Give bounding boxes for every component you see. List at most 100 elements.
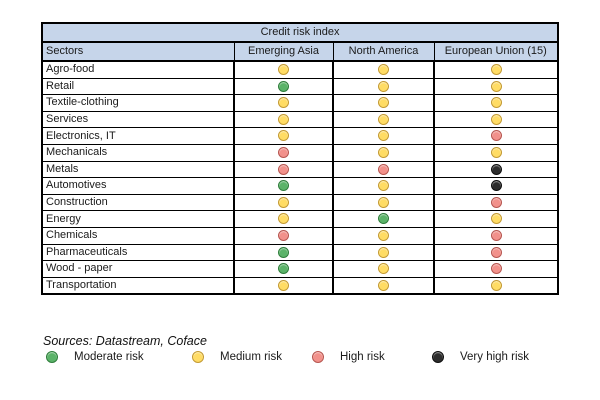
column-header-sectors: Sectors <box>41 41 235 62</box>
risk-dot-moderate <box>278 180 289 192</box>
risk-cell <box>233 94 334 112</box>
sector-label: Retail <box>41 77 235 96</box>
sector-label: Transportation <box>41 276 235 295</box>
sector-label: Chemicals <box>41 226 235 245</box>
risk-dot-medium <box>378 80 389 92</box>
risk-dot-high <box>278 230 289 242</box>
risk-dot-moderate <box>378 213 389 225</box>
risk-cell <box>233 127 334 145</box>
table-row: Textile-clothing <box>41 94 560 112</box>
sources-note: Sources: Datastream, Coface <box>43 334 207 348</box>
risk-dot-high <box>490 263 502 275</box>
risk-cell <box>332 276 435 295</box>
risk-cell <box>432 127 560 145</box>
risk-cell <box>332 243 435 262</box>
sector-label: Construction <box>41 193 235 212</box>
risk-cell <box>233 177 334 195</box>
table-row: Energy <box>41 210 560 228</box>
sector-label: Services <box>41 110 235 129</box>
sector-label: Agro-food <box>41 60 235 79</box>
table-row: Transportation <box>41 276 560 295</box>
risk-dot-moderate <box>278 263 289 275</box>
risk-cell <box>332 193 435 212</box>
risk-cell <box>332 260 435 278</box>
risk-cell <box>432 260 560 278</box>
legend-item-high: High risk <box>312 351 385 363</box>
risk-dot-medium <box>278 213 289 225</box>
risk-cell <box>233 276 334 295</box>
risk-dot-medium <box>490 213 502 225</box>
risk-dot-high <box>312 351 324 363</box>
sector-label: Electronics, IT <box>41 127 235 145</box>
risk-dot-high <box>378 163 389 175</box>
risk-cell <box>432 226 560 245</box>
risk-cell <box>233 143 334 162</box>
table-row: Construction <box>41 193 560 212</box>
legend-label: Medium risk <box>220 351 282 363</box>
risk-dot-high <box>490 230 502 242</box>
risk-dot-medium <box>378 130 389 142</box>
risk-cell <box>332 127 435 145</box>
table-row: Retail <box>41 77 560 96</box>
sector-label: Energy <box>41 210 235 228</box>
sector-label: Metals <box>41 160 235 179</box>
column-header-region: European Union (15) <box>433 41 559 62</box>
table-row: Mechanicals <box>41 143 560 162</box>
risk-dot-medium <box>378 64 389 76</box>
risk-dot-medium <box>192 351 204 363</box>
risk-dot-medium <box>278 64 289 76</box>
risk-cell <box>432 160 560 179</box>
risk-cell <box>432 94 560 112</box>
risk-dot-very_high <box>490 180 502 192</box>
table-row: Electronics, IT <box>41 127 560 145</box>
risk-dot-high <box>490 196 502 208</box>
sector-label: Pharmaceuticals <box>41 243 235 262</box>
risk-cell <box>233 226 334 245</box>
legend-item-very_high: Very high risk <box>432 351 529 363</box>
table-row: Services <box>41 110 560 129</box>
risk-dot-medium <box>378 263 389 275</box>
risk-cell <box>332 60 435 79</box>
risk-cell <box>233 77 334 96</box>
risk-dot-medium <box>278 113 289 125</box>
risk-cell <box>233 60 334 79</box>
risk-cell <box>332 160 435 179</box>
table-title-row: Credit risk index <box>41 22 559 43</box>
risk-cell <box>332 77 435 96</box>
risk-dot-medium <box>490 279 502 291</box>
legend-label: Moderate risk <box>74 351 144 363</box>
sector-label: Mechanicals <box>41 143 235 162</box>
table-row: Agro-food <box>41 60 560 79</box>
risk-cell <box>432 177 560 195</box>
column-header-region: Emerging Asia <box>233 41 334 62</box>
risk-dot-high <box>490 246 502 258</box>
risk-cell <box>432 60 560 79</box>
risk-dot-medium <box>278 97 289 109</box>
risk-dot-very_high <box>490 163 502 175</box>
risk-dot-medium <box>490 97 502 109</box>
legend-label: High risk <box>340 351 385 363</box>
risk-dot-medium <box>378 279 389 291</box>
risk-cell <box>233 193 334 212</box>
risk-cell <box>233 160 334 179</box>
risk-cell <box>432 110 560 129</box>
table-row: Metals <box>41 160 560 179</box>
risk-legend: Moderate risk Medium risk High risk Very hi… <box>46 351 566 367</box>
risk-cell <box>432 77 560 96</box>
legend-item-medium: Medium risk <box>192 351 282 363</box>
risk-dot-high <box>278 163 289 175</box>
risk-cell <box>332 94 435 112</box>
risk-cell <box>432 276 560 295</box>
sector-label: Wood - paper <box>41 260 235 278</box>
risk-dot-high <box>490 130 502 142</box>
table-row: Chemicals <box>41 226 560 245</box>
risk-dot-medium <box>490 147 502 159</box>
risk-cell <box>233 260 334 278</box>
risk-cell <box>432 243 560 262</box>
risk-dot-medium <box>378 196 389 208</box>
risk-dot-medium <box>378 246 389 258</box>
table-row: Automotives <box>41 177 560 195</box>
sector-label: Textile-clothing <box>41 94 235 112</box>
risk-cell <box>332 110 435 129</box>
risk-cell <box>233 110 334 129</box>
